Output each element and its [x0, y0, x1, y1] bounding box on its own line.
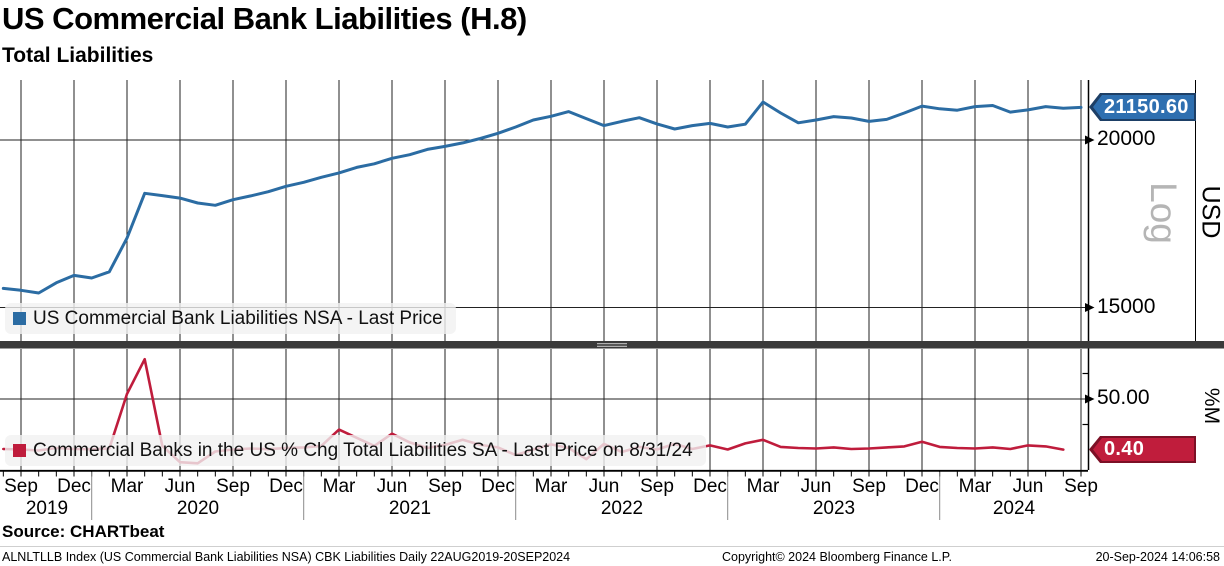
- x-axis-month-label: Sep: [1064, 476, 1098, 497]
- x-axis-month-label: Sep: [4, 476, 38, 497]
- panel-separator: [0, 341, 1224, 349]
- y-axis-tick-label: 20000: [1097, 127, 1156, 150]
- footer-timestamp: 20-Sep-2024 14:06:58: [1095, 550, 1220, 564]
- source-label: Source: CHARTbeat: [2, 522, 165, 541]
- y-axis-tick-label: 15000: [1097, 294, 1156, 318]
- x-axis-year-label: 2019: [25, 498, 69, 519]
- x-axis-year-label: 2020: [176, 498, 220, 519]
- axis-title-pct-m: %M: [1200, 387, 1223, 425]
- x-axis-month-label: Mar: [958, 476, 992, 497]
- tick-arrow-icon: [1085, 135, 1095, 145]
- x-axis-month-label: Jun: [588, 476, 620, 497]
- legend-swatch-blue: [13, 312, 26, 325]
- x-axis-month-label: Jun: [800, 476, 832, 497]
- x-axis-month-label: Sep: [216, 476, 250, 497]
- x-axis-month-label: Jun: [164, 476, 196, 497]
- x-axis-year-label: 2024: [992, 498, 1036, 519]
- footer-divider: [0, 546, 1224, 547]
- x-axis-year-label: 2022: [600, 498, 644, 519]
- tick-arrow-icon: [1085, 303, 1095, 313]
- x-axis-month-label: Sep: [640, 476, 674, 497]
- x-axis-month-label: Jun: [376, 476, 408, 497]
- badge-fill: [1093, 95, 1194, 119]
- page-title: US Commercial Bank Liabilities (H.8): [2, 1, 527, 36]
- last-price-badge-top: 21150.60: [1089, 93, 1196, 121]
- y-axis-tick-label: 50.00: [1097, 386, 1150, 409]
- x-axis-month-label: Mar: [110, 476, 144, 497]
- legend-top[interactable]: US Commercial Bank Liabilities NSA - Las…: [5, 303, 456, 334]
- legend-top-label: US Commercial Bank Liabilities NSA - Las…: [33, 307, 443, 329]
- footer-description: ALNLTLLB Index (US Commercial Bank Liabi…: [2, 550, 571, 564]
- x-axis-month-label: Jun: [1012, 476, 1044, 497]
- last-price-value-bottom: 0.40: [1104, 438, 1145, 460]
- x-axis-month-label: Sep: [852, 476, 886, 497]
- legend-bottom-label: Commercial Banks in the US % Chg Total L…: [33, 439, 693, 461]
- x-axis-year-label: 2023: [812, 498, 856, 519]
- last-price-value-top: 21150.60: [1104, 95, 1189, 118]
- page-subtitle: Total Liabilities: [2, 44, 154, 67]
- series-line-top: [1, 100, 1083, 295]
- x-axis-month-label: Mar: [322, 476, 356, 497]
- x-axis-month-label: Dec: [269, 476, 303, 497]
- badge-fill: [1093, 438, 1194, 461]
- legend-bottom[interactable]: Commercial Banks in the US % Chg Total L…: [5, 435, 706, 466]
- x-axis-month-label: Dec: [693, 476, 727, 497]
- footer-copyright: Copyright© 2024 Bloomberg Finance L.P.: [722, 550, 952, 564]
- x-axis-month-label: Dec: [905, 476, 939, 497]
- log-scale-label: Log: [1143, 182, 1184, 244]
- x-axis-month-label: Dec: [481, 476, 515, 497]
- x-axis-month-label: Mar: [534, 476, 568, 497]
- tick-arrow-icon: [1085, 394, 1095, 404]
- last-price-badge-bottom: 0.40: [1089, 436, 1196, 463]
- legend-swatch-red: [13, 444, 26, 457]
- x-axis-month-label: Mar: [746, 476, 780, 497]
- x-axis-year-label: 2021: [388, 498, 432, 519]
- axis-title-usd: USD: [1196, 185, 1224, 239]
- x-axis-month-label: Dec: [57, 476, 91, 497]
- x-axis-month-label: Sep: [428, 476, 462, 497]
